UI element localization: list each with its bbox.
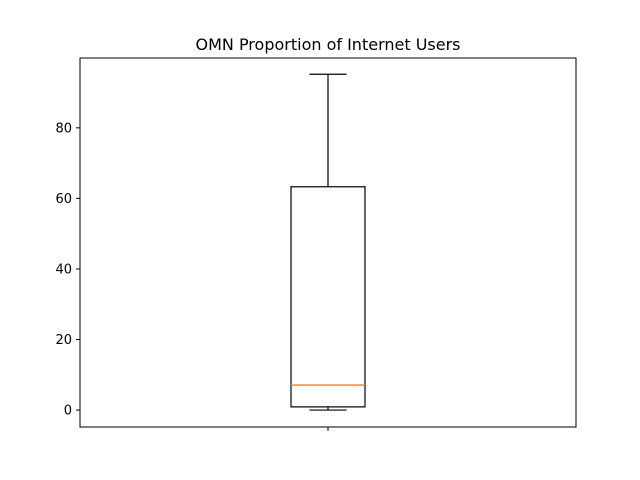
y-tick-label: 60	[55, 192, 72, 207]
chart-title: OMN Proportion of Internet Users	[195, 35, 460, 54]
y-tick-label: 80	[55, 121, 72, 136]
y-axis: 0 20 40 60 80	[55, 121, 80, 419]
box-series	[290, 73, 366, 411]
y-tick-label: 40	[55, 262, 72, 277]
interquartile-box	[290, 186, 366, 408]
y-tick-label: 20	[55, 333, 72, 348]
y-tick-label: 0	[64, 404, 72, 419]
